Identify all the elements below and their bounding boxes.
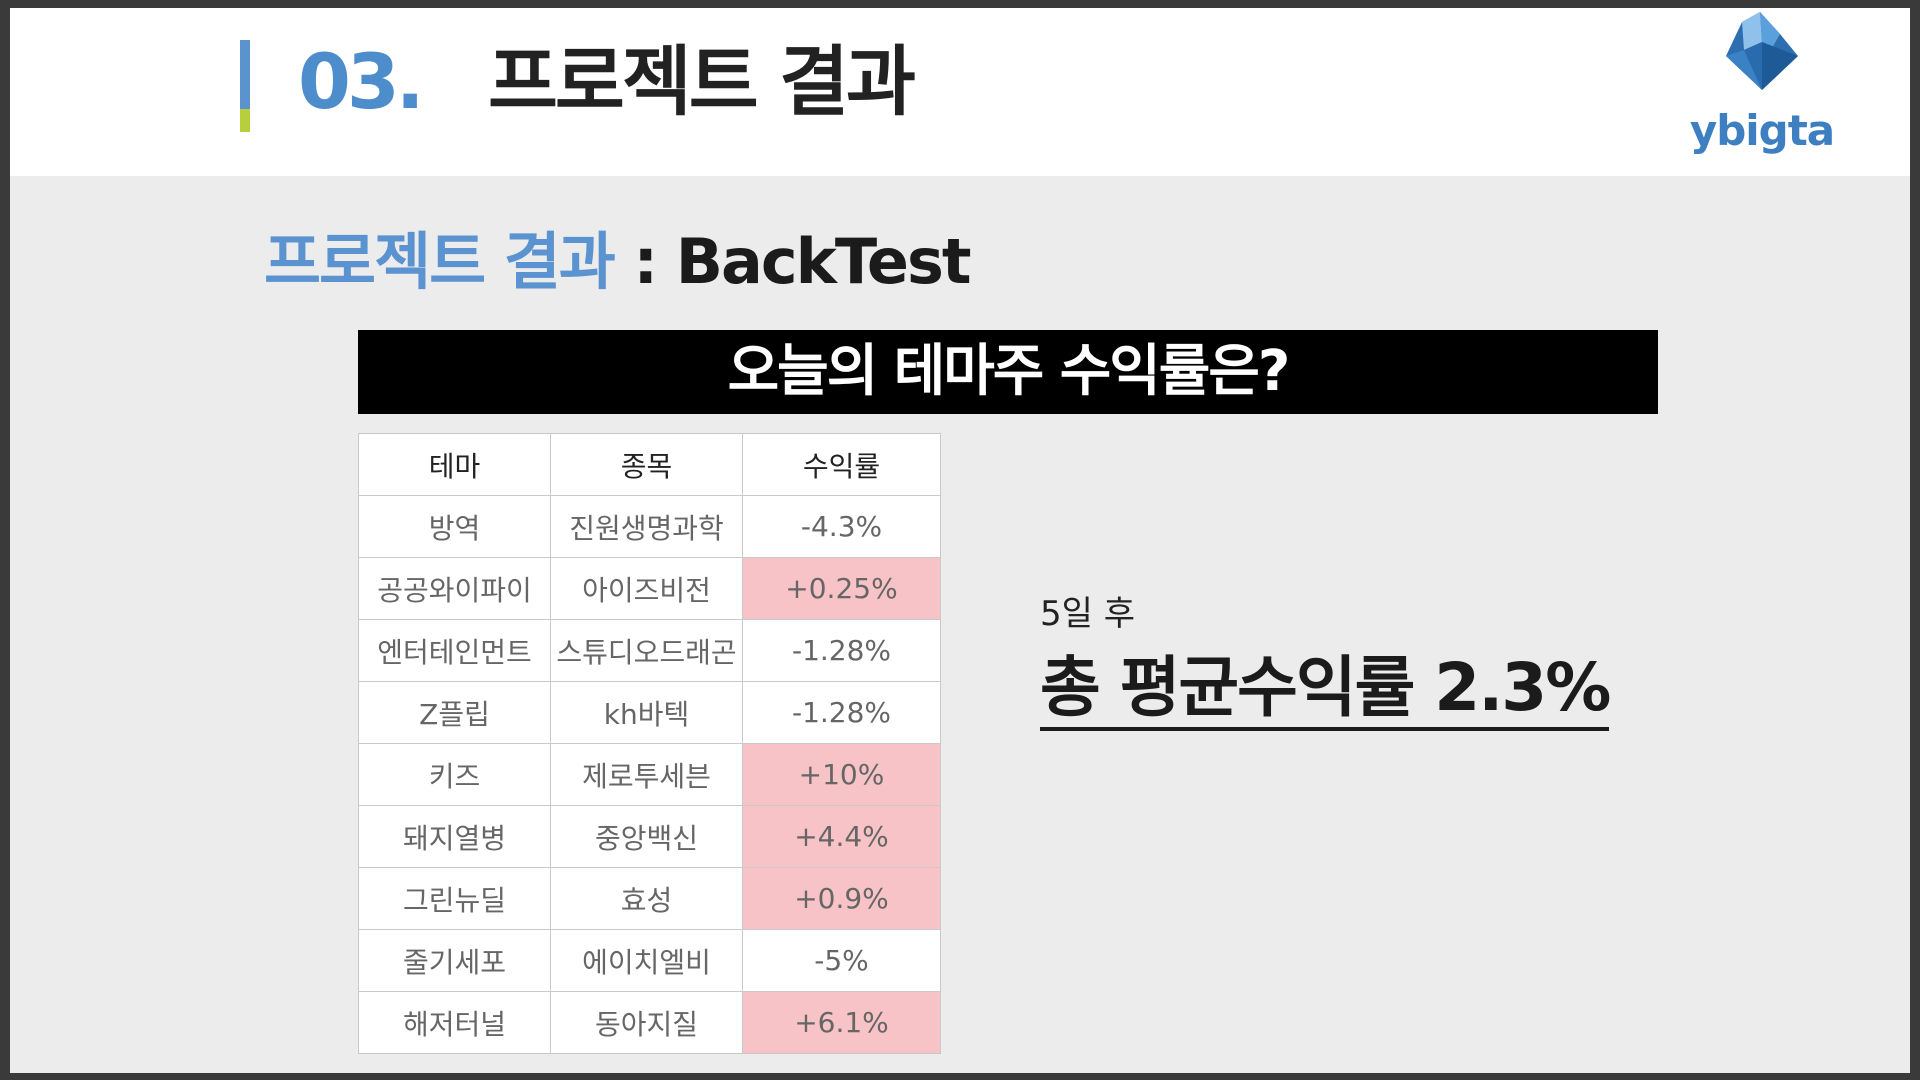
cell-stock: 진원생명과학 <box>550 495 743 558</box>
cell-theme: 공공와이파이 <box>358 557 551 620</box>
cell-return: +6.1% <box>742 991 941 1054</box>
table-row: 방역 진원생명과학 -4.3% <box>358 495 941 558</box>
cell-stock: 효성 <box>550 867 743 930</box>
cell-theme: Z플립 <box>358 681 551 744</box>
table-row: 키즈 제로투세븐 +10% <box>358 743 941 806</box>
question-banner: 오늘의 테마주 수익률은? <box>358 330 1658 414</box>
cell-theme: 엔터테인먼트 <box>358 619 551 682</box>
cell-theme: 돼지열병 <box>358 805 551 868</box>
cell-stock: 동아지질 <box>550 991 743 1054</box>
ybigta-logo-icon <box>1726 12 1798 90</box>
cell-stock: 중앙백신 <box>550 805 743 868</box>
cell-stock: 에이치엘비 <box>550 929 743 992</box>
cell-return: -1.28% <box>742 619 941 682</box>
table-row: 줄기세포 에이치엘비 -5% <box>358 929 941 992</box>
cell-theme: 해저터널 <box>358 991 551 1054</box>
cell-theme: 그린뉴딜 <box>358 867 551 930</box>
table-header-row: 테마 종목 수익률 <box>358 433 941 496</box>
after-period-label: 5일 후 <box>1040 594 1135 634</box>
cell-return: -4.3% <box>742 495 941 558</box>
table-row: 돼지열병 중앙백신 +4.4% <box>358 805 941 868</box>
logo-text: ybigta <box>1689 106 1835 155</box>
slide-subtitle: 프로젝트 결과 : BackTest <box>264 225 972 298</box>
cell-stock: 아이즈비전 <box>550 557 743 620</box>
subtitle-rest: : BackTest <box>613 225 971 298</box>
cell-stock: kh바텍 <box>550 681 743 744</box>
cell-theme: 방역 <box>358 495 551 558</box>
cell-return: +10% <box>742 743 941 806</box>
header-theme: 테마 <box>358 433 551 496</box>
table-row: Z플립 kh바텍 -1.28% <box>358 681 941 744</box>
results-table: 테마 종목 수익률 방역 진원생명과학 -4.3% 공공와이파이 아이즈비전 +0.25%… <box>358 433 941 1054</box>
header: 03. 프로젝트 결과 ybigta <box>10 8 1910 176</box>
table-row: 엔터테인먼트 스튜디오드래곤 -1.28% <box>358 619 941 682</box>
average-return-text: 총 평균수익률 2.3% <box>1040 648 1611 732</box>
section-accent-bar <box>240 40 250 132</box>
cell-theme: 키즈 <box>358 743 551 806</box>
table-row: 그린뉴딜 효성 +0.9% <box>358 867 941 930</box>
table-row: 공공와이파이 아이즈비전 +0.25% <box>358 557 941 620</box>
slide: 03. 프로젝트 결과 ybigta 프로젝트 결과 : BackTest 오늘… <box>10 8 1910 1073</box>
cell-return: +0.25% <box>742 557 941 620</box>
table-row: 해저터널 동아지질 +6.1% <box>358 991 941 1054</box>
section-title: 프로젝트 결과 <box>488 37 916 126</box>
header-stock: 종목 <box>550 433 743 496</box>
cell-stock: 제로투세븐 <box>550 743 743 806</box>
cell-theme: 줄기세포 <box>358 929 551 992</box>
cell-stock: 스튜디오드래곤 <box>550 619 743 682</box>
cell-return: -5% <box>742 929 941 992</box>
cell-return: -1.28% <box>742 681 941 744</box>
header-return: 수익률 <box>742 433 941 496</box>
cell-return: +0.9% <box>742 867 941 930</box>
subtitle-highlight: 프로젝트 결과 <box>264 225 616 298</box>
section-number: 03. <box>298 37 425 126</box>
cell-return: +4.4% <box>742 805 941 868</box>
